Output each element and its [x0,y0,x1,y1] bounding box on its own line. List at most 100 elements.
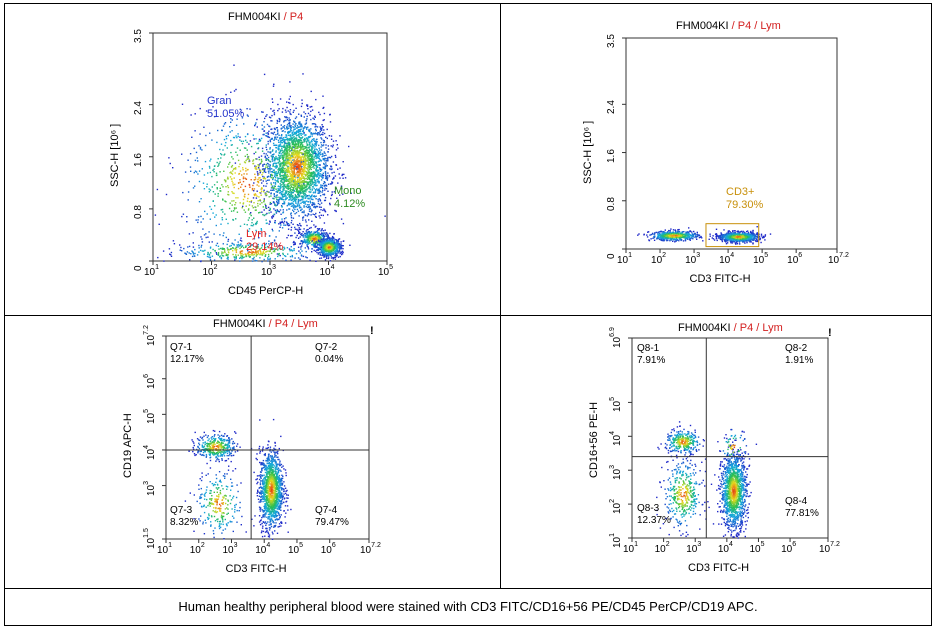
event-dot-gran [285,111,287,113]
event-dot-gran [300,157,302,159]
event-dot-gran [300,139,303,142]
event-dot-mono [310,239,312,241]
event-dot-cd3- [660,234,663,237]
event-dot-debris [207,251,209,254]
event-dot-gran [289,165,292,167]
event-dot-debris [272,250,275,253]
event-dot-gran [261,211,263,213]
event-dot-gran [287,223,289,225]
event-dot-gran-tail [215,252,217,254]
event-dot-gran [306,155,308,157]
event-dot-gran [291,141,293,143]
event-dot-mono [303,241,305,244]
event-dot-gran [297,154,299,156]
event-dot-gran-tail [283,181,285,184]
event-dot-gran [315,169,317,171]
event-dot-gran [295,202,297,204]
event-dot-debris [190,253,192,255]
event-dot-gran [286,237,288,239]
event-dot-gran-tail [235,151,237,153]
event-dot-debris [251,258,254,260]
event-dot-gran [297,200,299,202]
event-dot-gran [286,209,288,211]
event-dot-gran-tail [208,191,211,193]
event-dot-gran-tail [231,173,234,175]
event-dot-lym [337,256,340,258]
event-dot-gran [315,216,317,218]
event-dot-gran [318,132,320,134]
event-dot-gran [288,162,290,164]
event-dot-gran [277,171,280,173]
event-dot-debris [301,250,303,252]
event-dot-lym [317,249,319,251]
event-dot-gran-tail [293,175,296,177]
event-dot-gran [268,179,270,181]
event-dot-lym [326,255,328,257]
event-dot-gran-tail [239,225,242,227]
event-dot-gran [272,154,274,156]
event-dot-gran [276,194,278,196]
event-dot-gran [282,176,285,178]
event-dot-gran [275,243,277,245]
event-dot-gran [260,179,262,181]
event-dot-mono [331,235,334,238]
event-dot-debris [202,250,205,252]
event-dot-lym [328,250,330,252]
event-dot-gran [313,175,315,177]
event-dot-lym [340,243,342,245]
event-dot-gran [296,130,298,132]
event-dot-gran-tail [319,164,321,166]
event-dot-gran [280,193,283,196]
event-dot-gran [291,234,293,237]
event-dot-gran [305,186,308,188]
event-dot-gran [261,168,264,170]
event-dot-debris [299,258,301,260]
event-dot-gran [284,192,286,194]
event-dot-gran [290,202,293,204]
event-dot-mono [326,235,328,237]
event-dot-gran [290,130,292,132]
event-dot-gran [296,138,298,141]
event-dot-gran [265,153,267,155]
event-dot-gran [279,177,281,179]
event-dot-gran [294,149,296,151]
event-dot-gran [276,157,278,159]
event-dot-gran [304,201,306,203]
event-dot-gran-tail [201,168,203,170]
event-dot-gran [306,181,308,183]
event-dot-gran [314,148,316,150]
event-dot-debris [218,248,220,250]
event-dot-gran-tail [237,187,240,190]
event-dot-gran-tail [244,193,246,196]
event-dot-gran [293,170,295,172]
event-dot-gran [285,145,288,147]
event-dot-gran-tail [257,202,259,205]
event-dot-debris [179,249,181,251]
event-dot-gran [301,152,303,154]
event-dot-gran [273,159,275,162]
event-dot-gran [316,166,319,168]
event-dot-gran [318,198,321,200]
event-dot-mono [327,234,329,237]
event-dot-lym [337,239,339,241]
event-dot-debris [258,250,260,252]
event-dot-gran [292,184,294,186]
event-dot-gran [259,200,262,202]
event-dot-gran [303,164,305,167]
event-dot-gran [306,126,308,129]
event-dot-gran [287,183,289,185]
event-dot-gran [287,188,289,191]
event-dot-gran [313,139,315,141]
event-dot-gran-tail [294,232,296,234]
event-dot-gran-tail [194,170,197,172]
event-dot-gran [286,139,288,141]
event-dot-gran [306,206,309,209]
event-dot-gran-tail [260,162,262,164]
event-dot-gran [293,185,295,187]
event-dot-gran [283,187,285,189]
event-dot-lym [340,247,343,249]
event-dot-gran [299,185,301,187]
event-dot-gran [288,127,290,129]
event-dot-gran [287,187,289,189]
event-dot-gran-tail [318,206,321,208]
